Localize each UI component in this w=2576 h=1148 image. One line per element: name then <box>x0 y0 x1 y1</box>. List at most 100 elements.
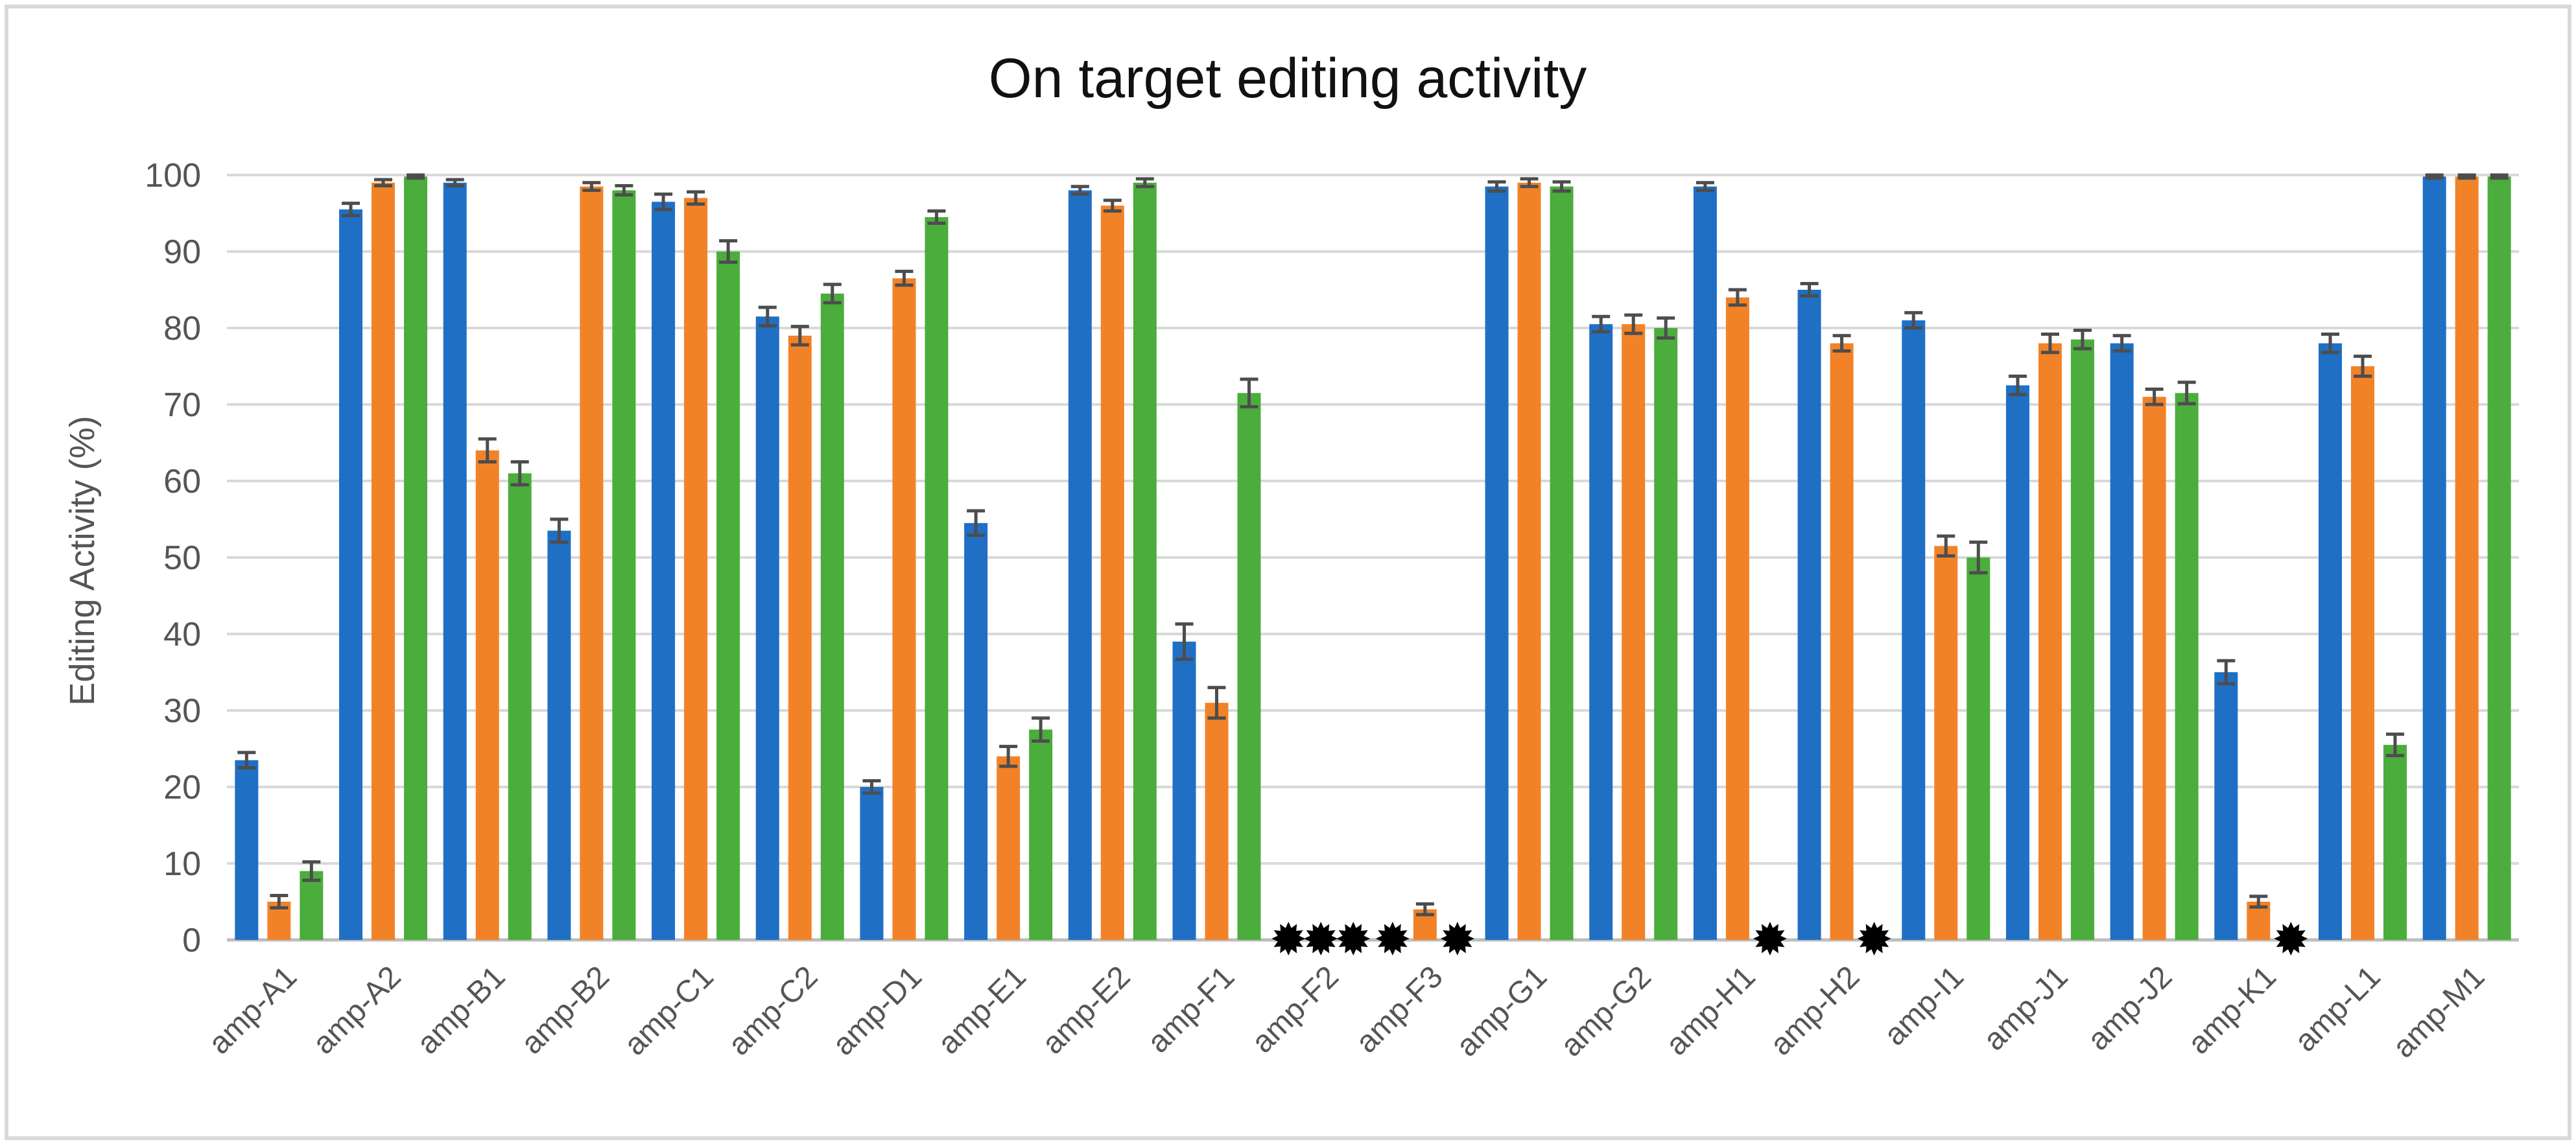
bar-amp-G2-s3 <box>1654 328 1678 940</box>
error-bar-amp-E2-s1 <box>1070 185 1089 196</box>
starburst-marker-amp-H2-s3 <box>1857 922 1891 955</box>
x-tick-label: amp-I1 <box>1878 959 1970 1052</box>
y-tick-label: 80 <box>163 310 201 347</box>
y-tick-label: 30 <box>163 692 201 730</box>
bar-amp-G2-s1 <box>1589 324 1613 941</box>
bar-amp-I1-s3 <box>1967 557 1991 940</box>
error-bar-amp-B1-s1 <box>445 178 464 188</box>
bar-amp-J1-s1 <box>2005 385 2029 940</box>
bar-amp-L1-s1 <box>2318 343 2342 940</box>
bar-amp-F1-s1 <box>1172 641 1196 940</box>
starburst-marker-amp-K1-s3 <box>2274 922 2308 955</box>
bar-amp-B1-s3 <box>508 473 532 940</box>
error-bar-amp-E1-s2 <box>999 744 1018 768</box>
error-bar-amp-A1-s3 <box>302 860 321 882</box>
x-tick-label: amp-F3 <box>1349 959 1449 1059</box>
y-tick-label: 70 <box>163 386 201 424</box>
bar-amp-F1-s3 <box>1237 393 1261 940</box>
bars <box>235 176 2511 941</box>
bar-amp-D1-s3 <box>925 217 949 940</box>
error-bar-amp-F1-s2 <box>1207 686 1226 720</box>
x-axis-labels: amp-A1 amp-A2 amp-B1 amp-B2 amp-C1 amp-C2 amp-… <box>202 959 2492 1064</box>
error-bar-amp-D1-s3 <box>927 209 946 225</box>
bar-amp-H2-s2 <box>1830 343 1854 940</box>
bar-amp-I1-s1 <box>1902 320 1926 940</box>
bar-amp-M1-s2 <box>2455 176 2479 940</box>
bar-amp-G1-s3 <box>1550 186 1574 941</box>
error-bar-amp-G2-s2 <box>1624 313 1643 335</box>
x-tick-label: amp-F2 <box>1246 959 1345 1059</box>
y-axis-label: Editing Activity (%) <box>63 416 102 705</box>
bar-amp-B2-s3 <box>612 190 636 941</box>
error-bar-amp-B1-s3 <box>510 460 529 487</box>
error-bar-amp-E2-s3 <box>1135 177 1154 189</box>
x-tick-label: amp-H2 <box>1764 959 1866 1062</box>
x-tick-label: amp-J2 <box>2081 959 2179 1057</box>
error-bar-amp-C1-s3 <box>719 239 738 264</box>
bar-amp-J2-s3 <box>2175 393 2199 940</box>
starburst-marker-amp-H1-s3 <box>1753 922 1787 955</box>
error-bar-amp-G1-s2 <box>1520 177 1539 189</box>
x-tick-label: amp-D1 <box>826 959 928 1062</box>
error-bar-amp-A2-s1 <box>342 202 360 218</box>
error-bar-amp-F1-s1 <box>1175 622 1194 661</box>
bar-amp-K1-s1 <box>2214 672 2238 940</box>
error-bar-amp-M1-s3 <box>2490 173 2509 180</box>
y-tick-label: 100 <box>145 157 201 194</box>
y-tick-label: 50 <box>163 539 201 577</box>
x-tick-label: amp-B1 <box>410 959 512 1060</box>
x-tick-label: amp-J1 <box>1977 959 2075 1057</box>
bar-amp-H1-s1 <box>1693 186 1717 941</box>
bar-amp-G2-s2 <box>1622 324 1646 941</box>
error-bar-amp-J1-s3 <box>2073 329 2092 351</box>
bar-amp-M1-s3 <box>2487 176 2511 940</box>
starburst-marker-amp-F3-s3 <box>1440 922 1474 955</box>
bar-amp-H1-s2 <box>1725 297 1749 940</box>
bar-amp-B2-s2 <box>580 186 604 941</box>
chart-title: On target editing activity <box>989 47 1587 110</box>
x-tick-label: amp-H1 <box>1659 959 1762 1062</box>
bar-amp-E2-s1 <box>1068 190 1092 941</box>
error-bar-amp-A2-s3 <box>407 173 425 180</box>
bar-amp-C2-s2 <box>788 335 812 940</box>
y-tick-label: 40 <box>163 616 201 653</box>
error-bar-amp-D1-s2 <box>895 270 914 287</box>
y-tick-label: 90 <box>163 233 201 271</box>
bar-amp-M1-s1 <box>2422 176 2446 940</box>
error-bar-amp-C1-s2 <box>687 190 705 206</box>
error-bar-amp-L1-s2 <box>2353 355 2372 378</box>
error-bar-amp-B2-s1 <box>550 517 569 544</box>
error-bar-amp-J2-s1 <box>2112 334 2131 353</box>
error-bar-amp-C2-s3 <box>823 283 842 305</box>
x-tick-label: amp-G2 <box>1554 959 1658 1063</box>
error-bar-amp-J1-s2 <box>2040 332 2059 355</box>
x-tick-label: amp-K1 <box>2182 959 2283 1060</box>
bar-amp-C2-s1 <box>755 316 779 940</box>
error-bar-amp-L1-s3 <box>2385 732 2404 758</box>
bar-amp-A2-s2 <box>372 182 396 940</box>
bar-amp-J1-s3 <box>2070 339 2094 940</box>
bar-amp-E2-s2 <box>1100 205 1124 941</box>
x-tick-label: amp-E2 <box>1035 959 1137 1060</box>
bar-amp-G1-s2 <box>1517 182 1541 940</box>
y-tick-label: 0 <box>182 922 201 959</box>
starburst-marker-amp-F2-s2 <box>1304 922 1338 955</box>
error-bar-amp-K1-s2 <box>2249 895 2268 909</box>
bar-amp-C1-s3 <box>716 252 740 940</box>
x-tick-label: amp-A1 <box>202 959 303 1060</box>
error-bar-amp-A1-s1 <box>237 751 256 769</box>
x-tick-label: amp-G1 <box>1450 959 1554 1063</box>
bar-amp-E2-s3 <box>1133 182 1157 940</box>
error-bar-amp-J1-s1 <box>2008 374 2027 397</box>
error-bar-amp-B2-s2 <box>582 181 601 193</box>
bar-amp-A2-s1 <box>339 209 363 941</box>
error-bar-amp-I1-s1 <box>1904 310 1923 330</box>
bar-amp-B1-s2 <box>475 450 499 940</box>
bar-amp-A1-s1 <box>235 760 259 940</box>
error-bar-amp-F3-s2 <box>1415 902 1434 917</box>
x-tick-label: amp-C2 <box>722 959 824 1062</box>
x-tick-label: amp-E1 <box>932 959 1033 1060</box>
error-bar-amp-D1-s1 <box>862 779 881 795</box>
